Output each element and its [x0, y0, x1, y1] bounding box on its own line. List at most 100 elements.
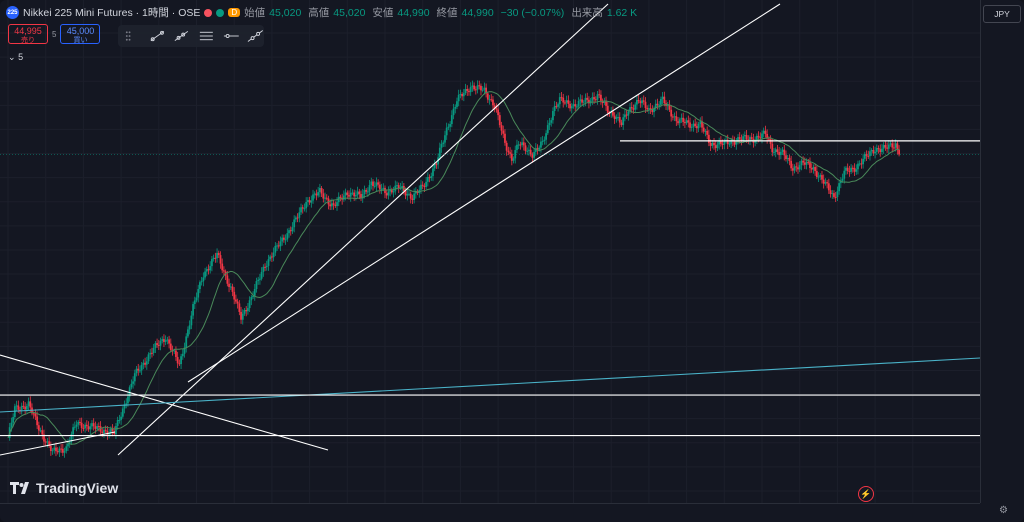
candle-body — [718, 141, 721, 145]
candle-body — [486, 93, 489, 100]
candle-body — [233, 291, 236, 300]
currency-selector[interactable]: JPY — [983, 5, 1021, 23]
candle-body — [226, 275, 229, 284]
moving-average-line — [7, 91, 900, 445]
candle-body — [127, 396, 129, 404]
candle-body — [814, 167, 817, 172]
candle-body — [447, 126, 450, 128]
candle-body — [606, 105, 609, 113]
candle-body — [810, 168, 813, 170]
delayed-badge[interactable]: D — [228, 8, 241, 17]
candle-body — [207, 269, 210, 271]
candle-body — [348, 194, 350, 197]
candle-body — [692, 123, 695, 127]
candle-body — [390, 189, 393, 193]
candle-body — [557, 104, 559, 107]
candle-body — [202, 277, 205, 282]
low-label: 安値 — [372, 7, 394, 19]
candle-body — [336, 202, 338, 207]
candle-body — [701, 121, 703, 128]
candle-body — [659, 99, 662, 105]
drag-handle-icon[interactable] — [124, 29, 141, 43]
candle-body — [97, 426, 100, 428]
candle-body — [401, 185, 404, 188]
sell-button[interactable]: 44,995 売り — [8, 24, 48, 44]
trendline-tool-icon[interactable] — [149, 29, 166, 43]
time-axis[interactable] — [0, 503, 980, 522]
candle-body — [25, 405, 28, 410]
candle-body — [493, 105, 496, 109]
candle-body — [137, 368, 140, 371]
candle-body — [344, 192, 347, 196]
candle-body — [51, 450, 54, 452]
parallel-channel-icon[interactable] — [198, 29, 215, 43]
candle-body — [526, 150, 529, 152]
candle-body — [313, 193, 316, 195]
candle-body — [735, 141, 738, 145]
candle-body — [161, 339, 164, 341]
candle-body — [685, 120, 688, 124]
candle-body — [531, 154, 534, 158]
candle-body — [483, 87, 486, 90]
candle-body — [750, 137, 753, 139]
candle-body — [838, 183, 841, 192]
candle-body — [827, 183, 830, 191]
extended-line-icon[interactable] — [247, 29, 264, 43]
symbol-icon[interactable]: 225 — [6, 6, 19, 19]
candle-body — [63, 451, 66, 453]
candle-body — [682, 117, 685, 123]
candle-body — [142, 362, 145, 365]
candle-body — [743, 135, 746, 137]
flash-icon[interactable]: ⚡ — [858, 486, 874, 502]
indicator-collapse[interactable]: ⌄ 5 — [8, 52, 23, 63]
candle-body — [661, 96, 664, 100]
candle-body — [719, 141, 722, 144]
candle-body — [702, 127, 705, 132]
trade-panel: 44,995 売り 5 45,000 買い — [8, 24, 101, 44]
candle-body — [32, 413, 35, 415]
gear-icon[interactable]: ⚙ — [999, 505, 1008, 516]
candle-body — [255, 281, 258, 289]
candle-body — [627, 111, 630, 116]
candle-body — [641, 100, 643, 104]
buy-button[interactable]: 45,000 買い — [60, 24, 101, 44]
candle-body — [574, 104, 577, 107]
candle-body — [389, 189, 392, 192]
candle-body — [19, 409, 21, 411]
candle-body — [896, 143, 899, 150]
candle-body — [387, 191, 390, 196]
candle-body — [648, 108, 650, 110]
candle-body — [680, 117, 683, 120]
candle-body — [151, 352, 153, 354]
candle-body — [368, 185, 371, 192]
candle-body — [757, 135, 760, 138]
candle-body — [812, 167, 815, 170]
candle-body — [473, 85, 476, 90]
candle-body — [670, 109, 673, 117]
symbol-title[interactable]: Nikkei 225 Mini Futures · 1時間 · OSE — [23, 7, 201, 19]
horizontal-line-icon[interactable] — [223, 29, 240, 43]
candle-body — [428, 177, 431, 179]
candle-body — [690, 126, 693, 128]
candle-body — [630, 107, 633, 109]
candle-body — [43, 434, 45, 442]
candle-body — [851, 167, 854, 169]
candle-body — [223, 270, 225, 272]
candle-body — [216, 252, 218, 259]
candle-body — [308, 200, 311, 203]
candle-body — [576, 106, 578, 108]
tradingview-logo[interactable]: TradingView — [10, 480, 118, 496]
candle-body — [516, 144, 518, 151]
candle-body — [564, 102, 566, 104]
candle-body — [169, 343, 172, 351]
candle-body — [181, 353, 184, 357]
candle-body — [262, 266, 265, 272]
ray-tool-icon[interactable] — [173, 29, 190, 43]
candle-body — [620, 122, 623, 126]
candle-body — [205, 269, 208, 272]
price-axis[interactable] — [980, 0, 1024, 503]
candle-body — [622, 117, 625, 126]
